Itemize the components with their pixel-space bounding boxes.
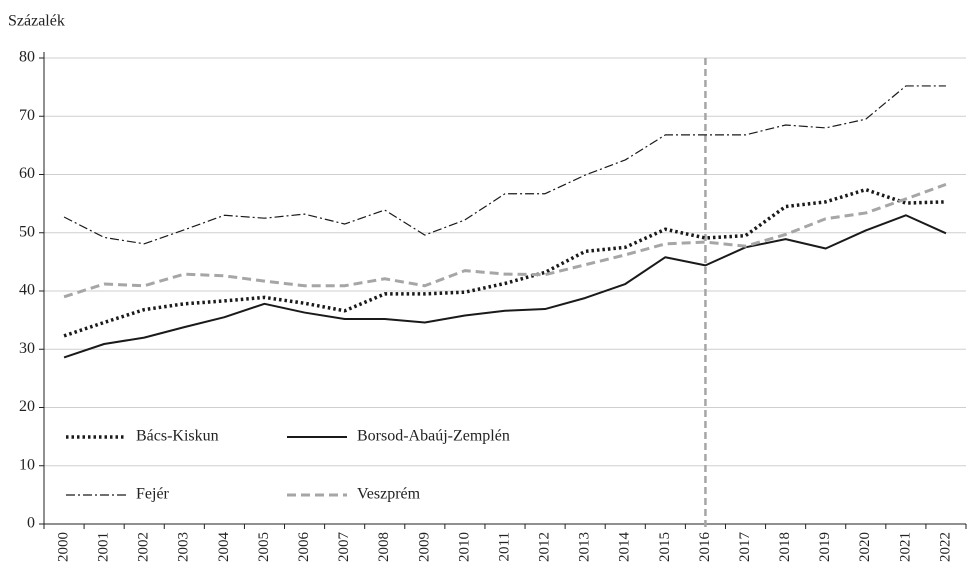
- x-tick-label: 2004: [216, 532, 232, 563]
- y-tick-label: 70: [19, 107, 35, 124]
- y-tick-label: 20: [19, 398, 35, 415]
- series-line: [63, 182, 947, 299]
- x-tick-label: 2014: [617, 532, 633, 563]
- x-tick-label: 2015: [657, 532, 673, 562]
- y-tick-label: 30: [19, 340, 35, 357]
- legend-label: Fejér: [136, 486, 170, 503]
- legend-label: Borsod-Abaúj-Zemplén: [357, 428, 510, 445]
- y-tick-label: 0: [27, 515, 35, 532]
- x-tick-label: 2020: [857, 532, 873, 562]
- x-tick-label: 2021: [897, 532, 913, 562]
- x-tick-label: 2002: [136, 532, 152, 562]
- x-tick-label: 2019: [817, 532, 833, 562]
- x-tick-label: 2016: [697, 532, 713, 563]
- x-tick-label: 2006: [296, 532, 312, 563]
- series-line: [63, 85, 946, 245]
- x-tick-label: 2007: [336, 532, 352, 563]
- x-tick-label: 2013: [577, 532, 593, 562]
- x-tick-label: 2012: [537, 532, 553, 562]
- x-tick-label: 2000: [55, 532, 71, 562]
- series-line: [63, 214, 947, 359]
- x-tick-label: 2022: [937, 532, 953, 562]
- y-tick-label: 80: [19, 49, 35, 66]
- x-tick-label: 2003: [176, 532, 192, 562]
- x-tick-label: 2017: [737, 532, 753, 563]
- x-tick-label: 2011: [496, 532, 512, 561]
- y-tick-label: 60: [19, 165, 35, 182]
- x-tick-label: 2018: [777, 532, 793, 562]
- legend-label: Bács-Kiskun: [136, 428, 219, 445]
- legend-label: Veszprém: [357, 486, 421, 503]
- y-tick-label: 50: [19, 223, 35, 240]
- x-tick-label: 2010: [456, 532, 472, 562]
- x-tick-label: 2008: [376, 532, 392, 562]
- y-tick-label: 10: [19, 456, 35, 473]
- x-tick-label: 2005: [256, 532, 272, 562]
- series-line: [63, 187, 947, 338]
- x-tick-label: 2001: [96, 532, 112, 562]
- y-tick-label: 40: [19, 282, 35, 299]
- y-axis-label: Százalék: [8, 13, 65, 30]
- x-tick-label: 2009: [416, 532, 432, 562]
